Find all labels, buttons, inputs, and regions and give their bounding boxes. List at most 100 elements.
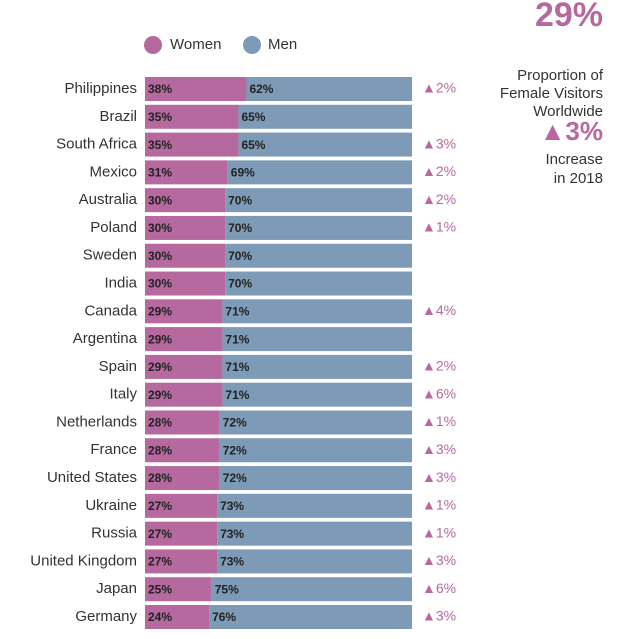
value-label: 73% bbox=[220, 499, 244, 513]
value-label: 76% bbox=[212, 610, 236, 624]
category-label: Poland bbox=[90, 219, 137, 236]
bar-segment bbox=[145, 188, 226, 213]
category-label: Brazil bbox=[99, 108, 137, 125]
annotation: 29% bbox=[535, 0, 603, 34]
bar-segment bbox=[219, 438, 412, 463]
value-label: 30% bbox=[148, 221, 172, 235]
change-label: ▲3% bbox=[422, 441, 456, 457]
bar-segment bbox=[225, 215, 412, 240]
bar-segment bbox=[219, 466, 412, 491]
value-label: 24% bbox=[148, 610, 172, 624]
value-label: 28% bbox=[148, 443, 172, 457]
annotation: Female Visitors bbox=[500, 85, 603, 102]
bar-segment bbox=[145, 354, 223, 379]
change-label: ▲1% bbox=[422, 497, 456, 513]
annotation: in 2018 bbox=[554, 170, 603, 187]
bar-segment bbox=[225, 188, 412, 213]
bar-segment bbox=[145, 577, 212, 602]
bar-segment bbox=[145, 299, 223, 324]
bar-segment bbox=[145, 243, 226, 268]
value-label: 38% bbox=[148, 82, 172, 96]
bar-segment bbox=[145, 410, 220, 435]
bar-segment bbox=[211, 577, 412, 602]
change-label: ▲3% bbox=[422, 552, 456, 568]
bar-segment bbox=[209, 605, 412, 629]
change-label: ▲3% bbox=[422, 135, 456, 151]
value-label: 27% bbox=[148, 555, 172, 569]
value-label: 31% bbox=[148, 166, 172, 180]
change-label: ▲3% bbox=[422, 469, 456, 485]
bar-segment bbox=[145, 327, 223, 352]
category-label: Canada bbox=[84, 302, 137, 319]
value-label: 62% bbox=[249, 82, 273, 96]
annotation: ▲3% bbox=[540, 116, 603, 146]
value-label: 65% bbox=[241, 138, 265, 152]
bar-segment bbox=[145, 271, 226, 296]
annotation: Proportion of bbox=[517, 67, 604, 84]
bar-segment bbox=[246, 77, 412, 101]
value-label: 29% bbox=[148, 360, 172, 374]
category-label: Mexico bbox=[89, 163, 137, 180]
value-label: 71% bbox=[225, 304, 249, 318]
bar-segment bbox=[238, 132, 412, 157]
value-label: 29% bbox=[148, 388, 172, 402]
bar-segment bbox=[145, 132, 239, 157]
value-label: 69% bbox=[231, 166, 255, 180]
category-label: United States bbox=[47, 469, 137, 486]
bar-segment bbox=[217, 493, 412, 518]
category-label: India bbox=[104, 274, 137, 291]
value-label: 28% bbox=[148, 416, 172, 430]
value-label: 70% bbox=[228, 249, 252, 263]
value-label: 29% bbox=[148, 332, 172, 346]
change-label: ▲1% bbox=[422, 524, 456, 540]
value-label: 72% bbox=[223, 471, 247, 485]
bar-segment bbox=[222, 327, 412, 352]
bar-segment bbox=[238, 104, 412, 129]
change-label: ▲1% bbox=[422, 413, 456, 429]
value-label: 71% bbox=[225, 388, 249, 402]
bar-segment bbox=[145, 215, 226, 240]
category-label: Ukraine bbox=[85, 497, 137, 514]
bar-segment bbox=[217, 521, 412, 546]
bar-segment bbox=[145, 521, 218, 546]
bar-segment bbox=[145, 160, 228, 185]
bar-segment bbox=[225, 271, 412, 296]
category-label: United Kingdom bbox=[30, 552, 137, 569]
category-label: Russia bbox=[91, 525, 138, 542]
change-label: ▲2% bbox=[422, 80, 456, 96]
category-label: South Africa bbox=[56, 136, 138, 153]
value-label: 29% bbox=[148, 304, 172, 318]
value-label: 27% bbox=[148, 527, 172, 541]
category-label: Italy bbox=[109, 386, 137, 403]
change-label: ▲2% bbox=[422, 191, 456, 207]
value-label: 35% bbox=[148, 110, 172, 124]
bar-segment bbox=[219, 410, 412, 435]
bar-segment bbox=[217, 549, 412, 574]
legend-label: Women bbox=[170, 36, 221, 53]
change-label: ▲6% bbox=[422, 385, 456, 401]
change-label: ▲1% bbox=[422, 219, 456, 235]
value-label: 72% bbox=[223, 443, 247, 457]
bar-segment bbox=[145, 438, 220, 463]
bar-segment bbox=[222, 382, 412, 407]
category-label: Netherlands bbox=[56, 413, 137, 430]
value-label: 65% bbox=[241, 110, 265, 124]
category-label: Germany bbox=[75, 608, 137, 625]
value-label: 72% bbox=[223, 416, 247, 430]
change-label: ▲6% bbox=[422, 580, 456, 596]
bar-segment bbox=[145, 104, 239, 129]
bar-segment bbox=[225, 243, 412, 268]
value-label: 70% bbox=[228, 193, 252, 207]
bar-segment bbox=[145, 466, 220, 491]
change-label: ▲2% bbox=[422, 163, 456, 179]
value-label: 30% bbox=[148, 193, 172, 207]
category-label: Philippines bbox=[64, 80, 137, 97]
bar-segment bbox=[145, 77, 247, 101]
bar-segment bbox=[145, 493, 218, 518]
value-label: 70% bbox=[228, 221, 252, 235]
bar-segment bbox=[145, 605, 210, 629]
value-label: 30% bbox=[148, 249, 172, 263]
value-label: 71% bbox=[225, 360, 249, 374]
value-label: 73% bbox=[220, 527, 244, 541]
